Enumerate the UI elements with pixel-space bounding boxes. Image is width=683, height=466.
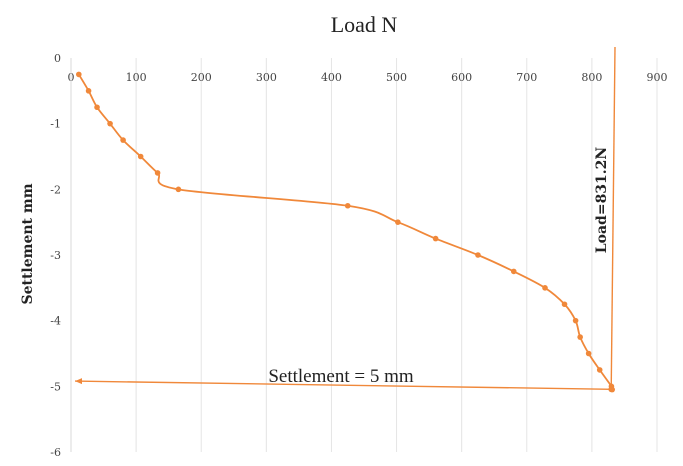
data-points — [76, 71, 616, 393]
y-tick-label: -5 — [50, 380, 61, 393]
data-point — [596, 367, 603, 373]
load-annotation-text: Load=831.2N — [594, 147, 610, 254]
data-point — [395, 219, 401, 225]
data-point — [107, 120, 113, 127]
data-point — [94, 104, 100, 111]
y-tick-labels: 0 -1 -2 -3 -4 -5 -6 — [50, 52, 61, 459]
x-tick-label: 700 — [516, 71, 537, 84]
x-tick-label: 900 — [647, 71, 668, 84]
data-point — [76, 71, 82, 78]
x-tick-label: 400 — [321, 71, 342, 84]
data-point — [432, 235, 439, 242]
y-tick-label: -2 — [50, 183, 61, 196]
y-tick-label: 0 — [54, 52, 61, 65]
settlement-line — [74, 380, 613, 391]
series-path — [78, 73, 614, 391]
data-point — [120, 137, 126, 143]
y-tick-label: -6 — [50, 446, 61, 459]
settlement-arrowhead — [75, 378, 82, 385]
data-point — [561, 301, 568, 308]
y-axis-label: Settlement mm — [20, 183, 36, 304]
data-point — [577, 334, 583, 340]
data-point — [475, 252, 481, 258]
x-tick-label: 500 — [386, 71, 407, 84]
data-point — [137, 153, 144, 160]
data-point — [572, 317, 579, 324]
x-tick-label: 600 — [451, 71, 472, 84]
chart-title: Load N — [331, 12, 398, 37]
x-tick-labels: 0100200300400500600700800900 — [68, 71, 668, 84]
series-line — [78, 73, 614, 391]
gridlines — [135, 58, 658, 452]
data-point — [154, 170, 161, 176]
y-tick-label: -4 — [50, 315, 61, 328]
load-line — [610, 46, 616, 390]
x-tick-label: 200 — [191, 71, 212, 84]
x-tick-label: 800 — [581, 71, 602, 84]
settlement-annotation-text: Settlement = 5 mm — [268, 366, 414, 387]
x-tick-label: 100 — [126, 71, 147, 84]
data-point — [510, 268, 517, 275]
load-line-end-point — [608, 386, 615, 393]
y-tick-label: -3 — [50, 249, 61, 262]
x-tick-label: 300 — [256, 71, 277, 84]
data-point — [585, 350, 592, 357]
y-tick-label: -1 — [50, 118, 61, 131]
data-point — [542, 285, 548, 291]
annotations — [74, 46, 616, 393]
data-point — [344, 202, 351, 209]
data-point — [85, 88, 92, 94]
data-point — [175, 186, 182, 193]
